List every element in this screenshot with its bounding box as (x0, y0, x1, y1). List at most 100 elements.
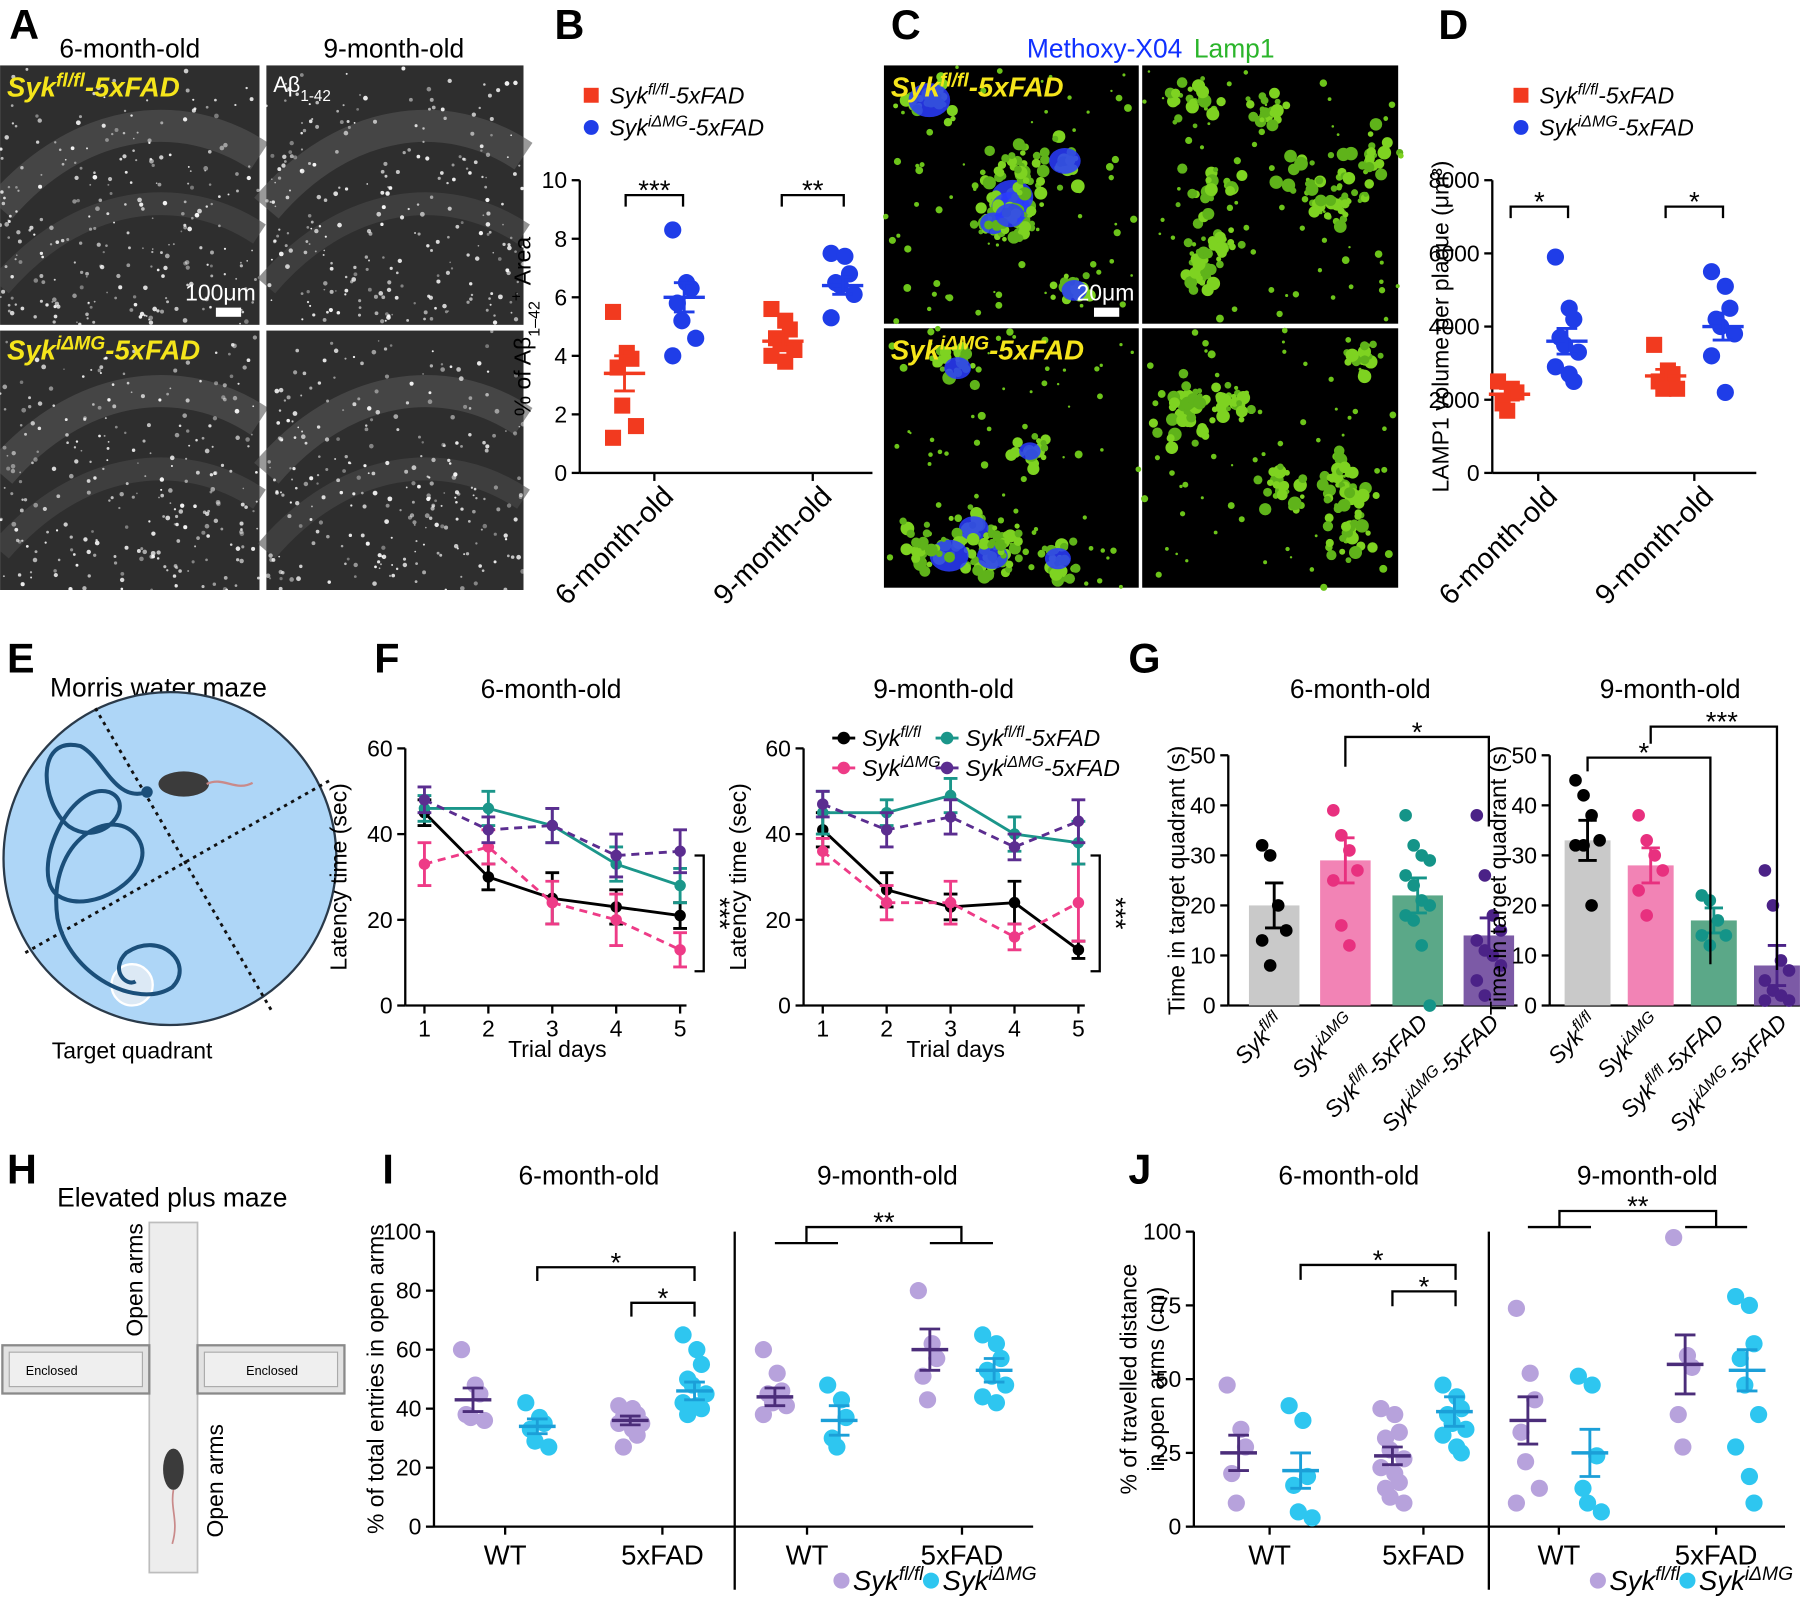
plaque-dot (183, 261, 188, 266)
lamp1-blob (939, 346, 952, 358)
lamp1-dot (1336, 133, 1340, 136)
plaque-dot (485, 308, 489, 312)
plaque-dot (81, 375, 85, 378)
label-part: % of Aβ (509, 337, 535, 417)
data-point (692, 1355, 711, 1374)
plaque-dot (129, 308, 134, 312)
data-point (687, 329, 705, 347)
significance-bracket (536, 1266, 696, 1282)
plaque-dot (488, 230, 492, 234)
data-point (609, 359, 626, 376)
plaque-dot (384, 374, 390, 379)
lamp1-blob (1344, 358, 1352, 366)
quadrant-line (24, 779, 331, 954)
lamp1-dot (1013, 508, 1019, 514)
plaque-dot (447, 310, 450, 312)
plaque-dot (441, 442, 446, 447)
data-point (1740, 1467, 1759, 1486)
plaque-dot (309, 517, 313, 521)
lamp1-blob (1228, 227, 1234, 234)
data-point (1263, 849, 1277, 862)
legend-label: SykiΔMG (942, 1563, 1036, 1596)
label-part: fl/fl (940, 70, 970, 91)
lamp1-dot (1096, 578, 1103, 584)
plaque-dot (416, 154, 421, 159)
panel-title: 9-month-old (1600, 674, 1741, 704)
plaque-dot (507, 245, 512, 251)
plaque-dot (97, 405, 102, 410)
plaque-dot (151, 531, 156, 536)
plaque-dot (110, 496, 114, 500)
plaque-dot (286, 395, 291, 400)
plaque-dot (223, 273, 226, 276)
lamp1-blob (1040, 454, 1047, 461)
plaque-dot (276, 421, 281, 425)
plaque-dot (64, 158, 67, 161)
lamp1-dot (1110, 89, 1113, 93)
data-point (517, 1394, 535, 1412)
plaque-dot (172, 574, 177, 578)
lamp1-dot (931, 291, 937, 297)
plaque-dot (155, 182, 158, 185)
plaque-dot (270, 178, 273, 181)
data-point (1271, 899, 1285, 912)
plaque-dot (478, 106, 481, 110)
data-point (1072, 896, 1085, 909)
plaque-dot (162, 515, 166, 518)
plaque-dot (466, 300, 470, 304)
lamp1-blob (924, 543, 938, 557)
plaque-dot (36, 450, 39, 454)
data-point (1335, 829, 1348, 842)
plaque-dot (292, 411, 298, 416)
plaque-dot (474, 256, 480, 261)
plaque-dot (318, 225, 322, 228)
lamp1-blob (1082, 272, 1090, 280)
data-point (1565, 372, 1583, 391)
lamp1-blob (992, 525, 998, 531)
plaque-dot (222, 383, 227, 388)
lamp1-dot (1243, 70, 1249, 75)
plaque-dot (518, 164, 521, 167)
plaque-dot (122, 154, 127, 159)
error-bar (1655, 367, 1676, 384)
lamp1-dot (1062, 368, 1067, 372)
plaque-dot (249, 97, 254, 102)
lamp1-dot (1048, 74, 1053, 79)
lamp1-blob (1224, 381, 1232, 389)
lamp1-dot (1119, 342, 1123, 347)
legend-label: Sykfl/fl-5xFAD (965, 723, 1100, 751)
plaque-dot (472, 509, 476, 514)
plaque-dot (201, 585, 205, 589)
plaque-dot (193, 107, 197, 111)
data-point (614, 1438, 632, 1456)
data-point (1516, 1453, 1535, 1471)
data-point (987, 1335, 1006, 1353)
data-point (583, 87, 599, 103)
plaque-dot (349, 462, 352, 465)
data-point (614, 397, 631, 414)
y-tick-label: 0 (380, 993, 393, 1019)
plaque-dot (248, 165, 251, 168)
plaque-dot (278, 437, 284, 442)
lamp1-blob (1359, 341, 1370, 351)
significance-label: * (658, 1282, 669, 1313)
lamp1-blob (1374, 158, 1385, 169)
plaque-dot (197, 208, 202, 214)
error-bar (1579, 1427, 1601, 1478)
plaque-dot (99, 264, 103, 268)
data-point (1255, 934, 1269, 947)
plaque-dot (166, 569, 169, 572)
lamp1-dot (1261, 452, 1266, 457)
lamp1-dot (1074, 450, 1083, 459)
plaque-dot (21, 407, 27, 413)
plaque-dot (428, 107, 431, 111)
plaque-dot (455, 517, 459, 521)
significance-label: * (1638, 737, 1649, 768)
label-part: -5xFAD (969, 71, 1064, 102)
plaque-dot (239, 322, 241, 325)
plaque-dot (381, 205, 386, 210)
data-point (777, 353, 794, 370)
data-point (777, 1397, 795, 1415)
y-tick-label: 25 (1156, 1440, 1182, 1466)
plaque-dot (323, 281, 328, 286)
